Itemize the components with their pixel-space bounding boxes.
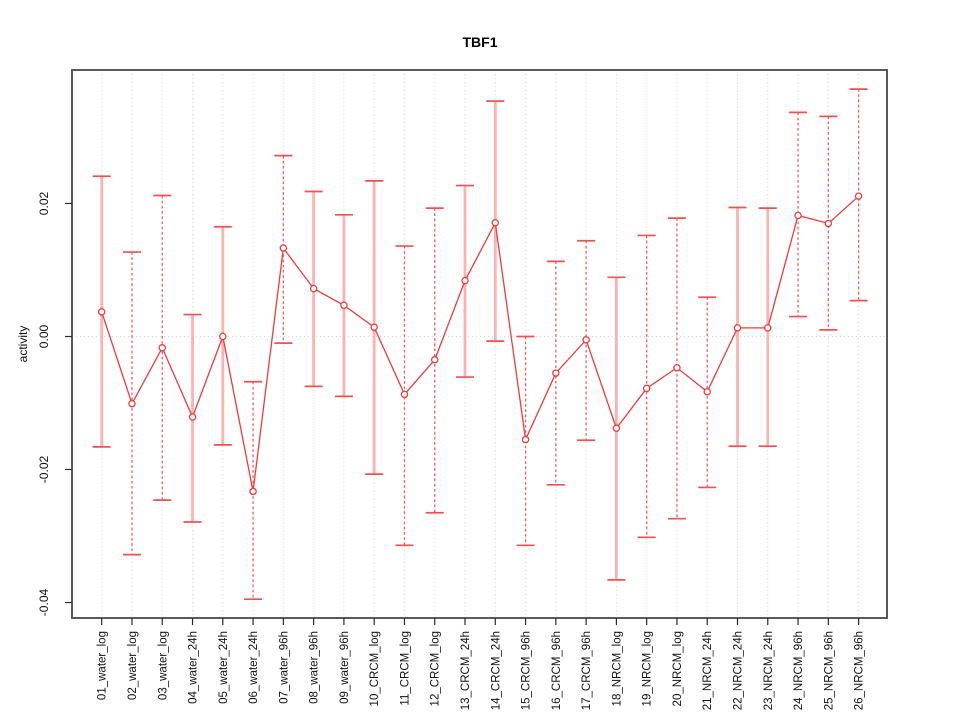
x-tick-label: 09_water_96h [339, 631, 351, 704]
data-point-marker [824, 219, 833, 228]
x-tick-label: 11_CRCM_log [399, 631, 411, 706]
data-point-marker [733, 324, 742, 332]
y-tick-label: 0.02 [37, 191, 51, 215]
data-point-marker [552, 369, 560, 377]
y-tick-label: -0.04 [37, 589, 51, 617]
x-tick-label: 15_CRCM_96h [521, 631, 533, 710]
x-tick-label: 01_water_log [97, 631, 109, 700]
x-tick-label: 18_NRCM_log [611, 631, 623, 706]
data-line [101, 195, 860, 492]
x-tick-label: 06_water_24h [248, 631, 260, 704]
error-bars [92, 88, 868, 601]
activity-line [101, 195, 860, 492]
data-point-marker [703, 387, 711, 396]
x-tick-label: 19_NRCM_log [642, 631, 654, 706]
y-tick-label: -0.02 [37, 456, 51, 484]
data-point-marker [219, 332, 227, 341]
data-point-marker [128, 399, 136, 408]
data-point-marker [612, 424, 621, 433]
x-tick-label: 04_water_24h [188, 631, 200, 704]
data-point-marker [400, 390, 409, 399]
data-point-marker [491, 219, 500, 227]
data-point-marker [794, 211, 802, 220]
x-tick-label: 20_NRCM_log [672, 631, 684, 706]
x-tick-label: 22_NRCM_24h [732, 631, 744, 710]
x-axis-ticks: 01_water_log 02_water_log 03_water_log 04_w… [97, 618, 866, 710]
data-point-marker [158, 344, 167, 352]
x-tick-label: 23_NRCM_24h [763, 631, 775, 710]
x-tick-label: 02_water_log [127, 631, 139, 700]
x-tick-label: 13_CRCM_24h [460, 631, 472, 710]
data-point-marker [249, 487, 257, 496]
x-tick-label: 25_NRCM_96h [823, 631, 835, 710]
x-tick-label: 21_NRCM_24h [702, 631, 714, 710]
x-tick-label: 03_water_log [157, 631, 169, 700]
data-point-marker [582, 336, 590, 344]
chart-title: TBF1 [463, 34, 498, 50]
y-tick-label: 0.00 [37, 324, 51, 348]
plot-frame [71, 69, 888, 619]
data-point-marker [340, 301, 348, 309]
data-point-marker [370, 323, 378, 331]
y-axis-label: activity [16, 326, 30, 363]
x-tick-label: 10_CRCM_log [369, 631, 381, 706]
data-point-marker [188, 413, 197, 421]
plot-border [71, 69, 888, 619]
x-tick-label: 12_CRCM_log [430, 631, 442, 706]
data-point-marker [309, 284, 318, 293]
y-axis-ticks: 0.02 0.00 -0.02 -0.04 [37, 191, 72, 616]
data-point-marker [430, 356, 439, 364]
data-point-marker [673, 364, 681, 372]
data-point-marker [854, 192, 863, 200]
data-point-marker [642, 384, 651, 393]
data-point-marker [97, 308, 106, 316]
x-tick-label: 08_water_96h [309, 631, 321, 704]
data-point-marker [521, 435, 530, 444]
data-point-marker [279, 244, 288, 252]
data-point-marker [461, 276, 469, 285]
data-point-marker [764, 324, 772, 332]
x-tick-label: 05_water_24h [218, 631, 230, 704]
x-tick-label: 14_CRCM_24h [490, 631, 502, 710]
x-tick-label: 07_water_96h [278, 631, 290, 704]
gridlines [72, 70, 887, 618]
data-markers [97, 192, 863, 496]
x-tick-label: 24_NRCM_96h [793, 631, 805, 710]
x-tick-label: 17_CRCM_96h [581, 631, 593, 710]
x-tick-label: 26_NRCM_96h [854, 631, 866, 710]
x-tick-label: 16_CRCM_96h [551, 631, 563, 710]
